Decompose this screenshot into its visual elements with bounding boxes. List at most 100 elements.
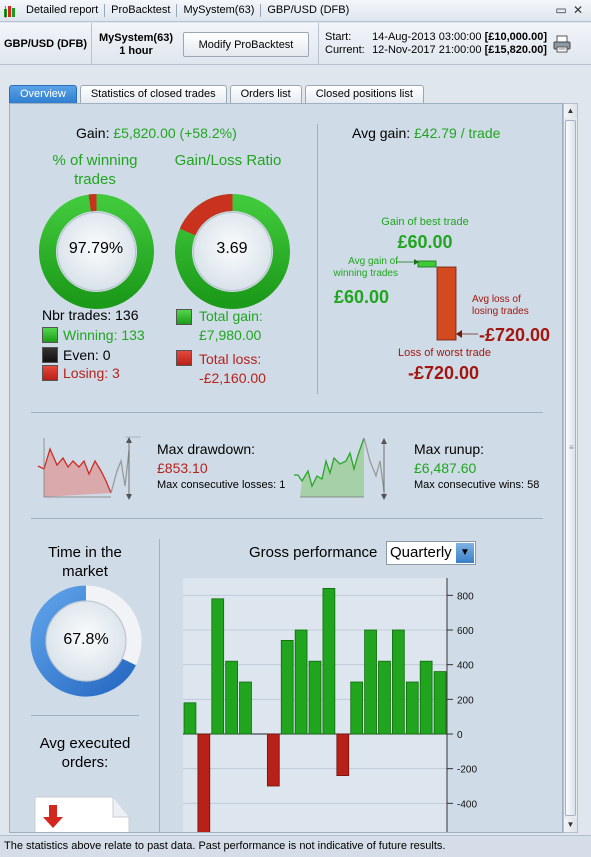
period-select-value: Quarterly xyxy=(390,544,452,561)
total-gain-swatch xyxy=(176,309,192,325)
avg-loss-losing-label: Avg loss of losing trades xyxy=(472,294,529,317)
orders-document-icon xyxy=(34,796,130,832)
max-drawdown-value: £853.10 xyxy=(157,460,208,476)
disclaimer-footer: The statistics above relate to past data… xyxy=(0,835,591,857)
bar-positive xyxy=(239,681,252,735)
divider-2 xyxy=(31,518,543,519)
total-gain-value: £7,980.00 xyxy=(199,327,262,343)
crumb-probacktest: ProBacktest xyxy=(105,4,178,17)
total-gain-label: Total gain: xyxy=(199,308,263,324)
bar-positive xyxy=(308,660,322,735)
title-bar: Detailed report ProBacktest MySystem(63)… xyxy=(0,0,591,22)
chevron-down-icon[interactable]: ▼ xyxy=(456,543,474,563)
date-range: Start: 14-Aug-2013 03:00:00 [£10,000.00]… xyxy=(318,23,548,65)
time-in-market-title: Time in the market xyxy=(48,544,122,580)
modify-probacktest-button[interactable]: Modify ProBacktest xyxy=(183,32,309,57)
y-tick-label: -400 xyxy=(457,799,477,810)
bottom-divider xyxy=(159,539,160,832)
current-date: 12-Nov-2017 21:00:00 xyxy=(372,44,482,56)
gain-loss-value: 3.69 xyxy=(216,240,248,257)
tab-statistics-closed-trades[interactable]: Statistics of closed trades xyxy=(79,85,227,103)
bar-positive xyxy=(433,671,447,735)
tab-orders-list[interactable]: Orders list xyxy=(229,85,302,103)
time-in-market-value: 67.8% xyxy=(63,631,109,648)
total-loss-label: Total loss: xyxy=(199,351,262,367)
crumb-system: MySystem(63) xyxy=(177,4,262,17)
y-tick-label: 800 xyxy=(457,591,474,602)
avg-gain-value: £42.79 / trade xyxy=(414,125,501,141)
bar-negative xyxy=(266,733,280,787)
y-tick-label: -200 xyxy=(457,765,477,776)
even-count: Even: 0 xyxy=(63,347,111,363)
arrow-left-icon xyxy=(456,330,478,338)
y-tick-label: 600 xyxy=(457,626,474,637)
avg-gain-line: Avg gain: £42.79 / trade xyxy=(352,125,500,141)
divider-3 xyxy=(31,715,139,716)
bar-positive xyxy=(392,629,405,735)
bar-positive xyxy=(225,660,238,735)
gross-perf-title: Gross performance xyxy=(249,544,378,561)
system-info: MySystem(63) 1 hour xyxy=(93,23,179,65)
bar-positive xyxy=(364,629,377,735)
even-swatch xyxy=(42,347,58,363)
current-capital: [£15,820.00] xyxy=(484,44,547,56)
scroll-up-icon[interactable]: ▲ xyxy=(564,104,577,118)
avg-loss-losing-value: -£720.00 xyxy=(479,325,551,345)
time-in-market-donut xyxy=(30,585,142,697)
total-loss-value: -£2,160.00 xyxy=(199,370,266,386)
avg-gain-winning-value: £60.00 xyxy=(334,287,390,307)
top-divider xyxy=(317,124,318,394)
report-header: GBP/USD (DFB) MySystem(63) 1 hour Modify… xyxy=(0,23,591,65)
system-name: MySystem(63) xyxy=(99,32,173,44)
best-trade-label: Gain of best trade xyxy=(381,216,469,228)
total-gain: Total gain: £7,980.00 xyxy=(199,307,263,345)
bar-positive xyxy=(183,702,197,735)
bar-positive xyxy=(322,587,336,735)
vertical-scrollbar[interactable]: ▲ ≡ ▼ xyxy=(563,103,578,833)
y-tick-label: 0 xyxy=(457,730,463,741)
bar-negative xyxy=(336,733,350,776)
report-app-icon xyxy=(2,3,18,19)
max-runup-label: Max runup: xyxy=(414,441,485,457)
start-capital: [£10,000.00] xyxy=(484,31,547,43)
winning-swatch xyxy=(42,327,58,343)
worst-trade-value: -£720.00 xyxy=(408,363,480,383)
losing-swatch xyxy=(42,365,58,381)
gain-loss-donut xyxy=(175,194,290,309)
max-consecutive-wins: Max consecutive wins: 58 xyxy=(414,479,540,491)
best-trade-value: £60.00 xyxy=(397,232,453,252)
instrument-label: GBP/USD (DFB) xyxy=(0,23,92,65)
nbr-trades: Nbr trades: 136 xyxy=(42,307,139,323)
period-select[interactable]: Quarterly ▼ xyxy=(386,541,476,565)
timeframe: 1 hour xyxy=(119,45,153,57)
gain-loss-title: Gain/Loss Ratio xyxy=(174,152,282,169)
printer-icon[interactable] xyxy=(552,34,572,54)
max-runup-value: £6,487.60 xyxy=(414,460,477,476)
tab-overview[interactable]: Overview xyxy=(9,85,77,103)
bar-positive xyxy=(405,681,419,735)
pct-winning-donut xyxy=(39,194,154,309)
close-icon[interactable]: ✕ xyxy=(572,2,584,17)
start-label: Start: xyxy=(325,31,352,43)
current-label: Current: xyxy=(325,44,365,56)
y-tick-label: 200 xyxy=(457,695,474,706)
tab-closed-positions-list[interactable]: Closed positions list xyxy=(304,85,424,103)
bar-positive xyxy=(350,681,364,735)
losing-count: Losing: 3 xyxy=(63,365,120,381)
trade-range-bars xyxy=(396,259,457,341)
scroll-down-icon[interactable]: ▼ xyxy=(564,818,577,832)
total-loss-swatch xyxy=(176,350,192,366)
runup-mini-chart xyxy=(294,437,387,500)
max-consecutive-losses: Max consecutive losses: 1 xyxy=(157,479,286,491)
scroll-thumb[interactable]: ≡ xyxy=(565,120,576,816)
gain-label: Gain: xyxy=(76,125,110,141)
crumb-detailed-report: Detailed report xyxy=(20,4,106,17)
drawdown-mini-chart xyxy=(37,436,141,500)
bar-positive xyxy=(419,660,433,735)
max-drawdown-label: Max drawdown: xyxy=(157,441,256,457)
start-date: 14-Aug-2013 03:00:00 xyxy=(372,31,482,43)
winning-count: Winning: 133 xyxy=(63,327,145,343)
gain-line: Gain: £5,820.00 (+58.2%) xyxy=(76,125,237,141)
minimize-icon[interactable]: ▭ xyxy=(555,2,567,17)
